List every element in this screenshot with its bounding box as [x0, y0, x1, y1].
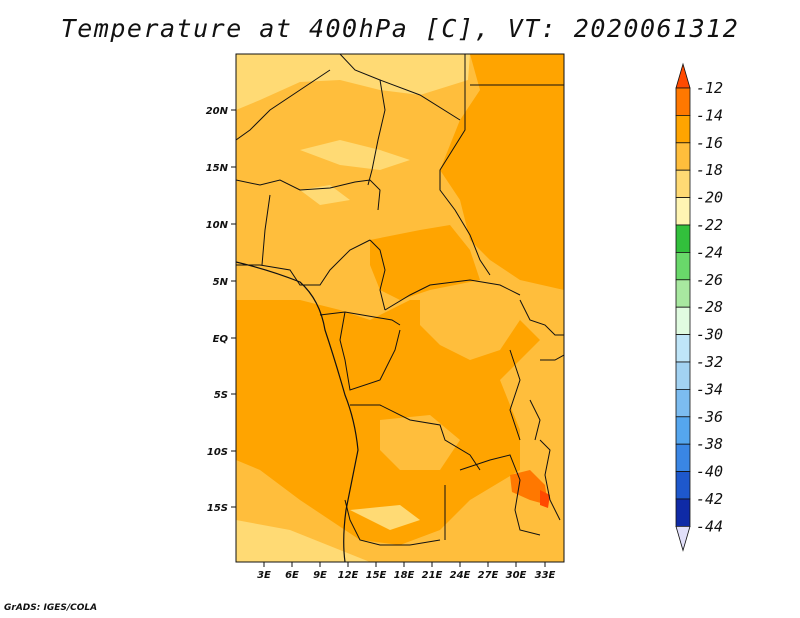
lon-label: 18E: [394, 570, 415, 581]
colorbar-label: -38: [696, 435, 723, 453]
colorbar-swatch: [675, 251, 691, 281]
colorbar-swatch: [675, 471, 691, 500]
colorbar-swatch: [675, 361, 691, 390]
lon-label: 9E: [313, 570, 327, 581]
temperature-field: [236, 54, 564, 562]
grads-credit: GrADS: IGES/COLA: [4, 603, 98, 613]
lon-ticks: [263, 562, 546, 567]
colorbar-swatch: [675, 169, 691, 198]
colorbar-label: -42: [696, 490, 723, 508]
lat-label: 5N: [213, 277, 229, 288]
colorbar-top-arrow: [675, 62, 691, 89]
lon-label: 12E: [338, 570, 359, 581]
colorbar-label: -24: [696, 243, 723, 261]
colorbar-label: -28: [696, 298, 723, 316]
lon-label: 21E: [422, 570, 443, 581]
colorbar-swatch: [675, 498, 691, 527]
colorbar-label: -44: [696, 517, 723, 535]
lat-label: 10N: [206, 220, 229, 231]
lon-labels: 3E 6E 9E 12E 15E 18E 21E 24E 27E 30E 33E: [257, 570, 555, 581]
colorbar-label: -34: [696, 380, 723, 398]
lat-label: 15S: [207, 503, 228, 514]
colorbar-swatch: [675, 388, 691, 418]
colorbar-label: -40: [696, 463, 723, 481]
colorbar-swatch: [675, 197, 691, 226]
map-frame: [235, 53, 565, 563]
lon-label: 6E: [285, 570, 299, 581]
colorbar-label: -20: [696, 189, 723, 207]
country-borders: [236, 54, 564, 562]
colorbar-label: -32: [696, 353, 723, 371]
lon-label: 33E: [535, 570, 556, 581]
lon-label: 15E: [366, 570, 387, 581]
colorbar: -12 -14 -16 -18 -20 -22 -24 -26 -28 -30 -32 -34 -36 -…: [675, 62, 723, 552]
colorbar-swatch: [675, 416, 691, 445]
lat-label: EQ: [213, 334, 229, 345]
chart-title: Temperature at 400hPa [C], VT: 202006131…: [60, 14, 740, 43]
lat-label: 15N: [206, 163, 229, 174]
lat-label: 20N: [206, 106, 229, 117]
colorbar-swatch: [675, 115, 691, 144]
colorbar-swatch: [675, 142, 691, 171]
colorbar-label: -36: [696, 408, 723, 426]
lat-label: 10S: [207, 447, 228, 458]
lat-label: 5S: [214, 390, 228, 401]
colorbar-swatch: [675, 443, 691, 473]
colorbar-label: -16: [696, 134, 723, 152]
colorbar-label: -14: [696, 106, 723, 124]
colorbar-label: -30: [696, 326, 723, 344]
lon-label: 24E: [450, 570, 471, 581]
lon-label: 30E: [506, 570, 527, 581]
colorbar-label: -12: [696, 79, 723, 97]
colorbar-swatch: [675, 306, 691, 336]
colorbar-label: -22: [696, 216, 723, 234]
lon-label: 27E: [478, 570, 499, 581]
colorbar-swatch: [675, 334, 691, 363]
lat-labels: 20N 15N 10N 5N EQ 5S 10S 15S: [206, 106, 229, 514]
lat-ticks: [231, 109, 236, 508]
colorbar-swatch: [675, 224, 691, 253]
lon-label: 3E: [257, 570, 271, 581]
colorbar-bottom-arrow: [675, 526, 691, 552]
colorbar-label: -26: [696, 271, 723, 289]
colorbar-swatch: [675, 279, 691, 308]
colorbar-label: -18: [696, 161, 723, 179]
colorbar-swatch: [675, 87, 691, 116]
